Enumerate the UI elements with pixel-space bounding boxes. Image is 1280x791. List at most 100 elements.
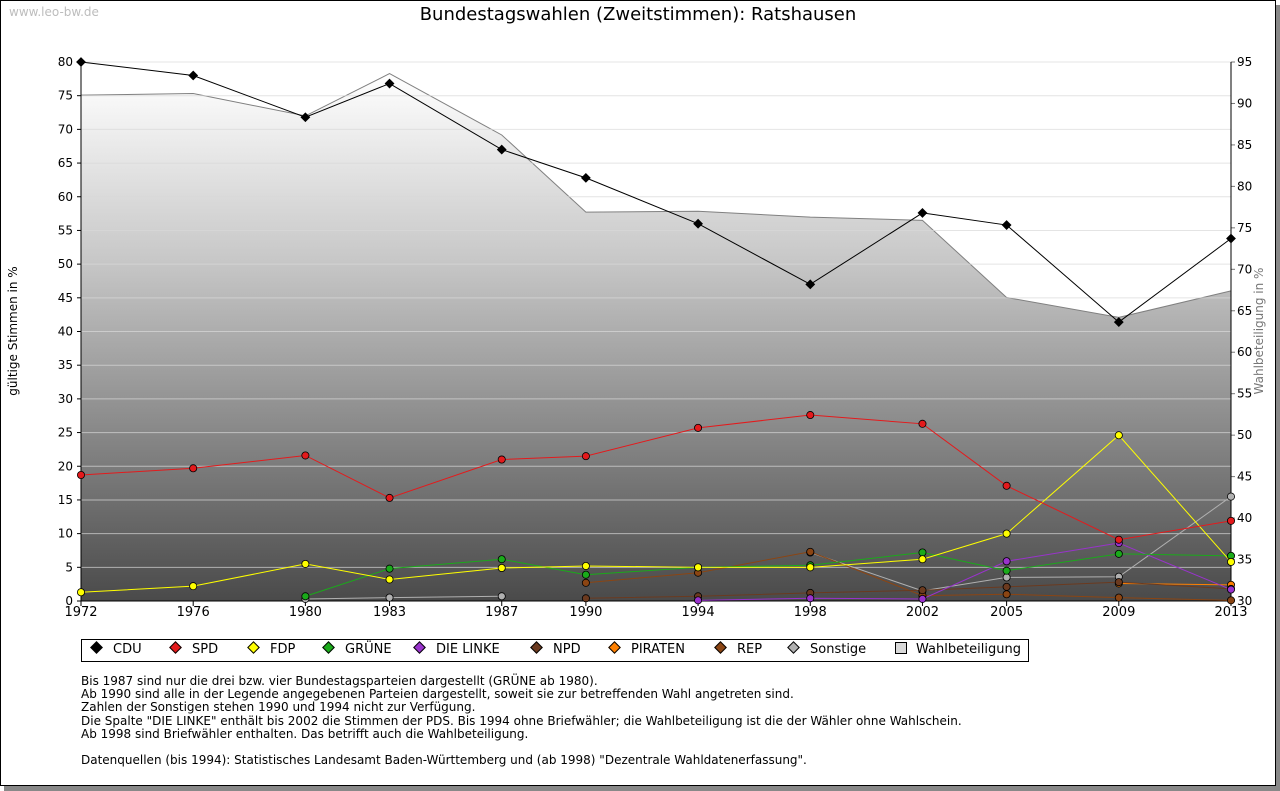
- data-point-rep: [806, 547, 815, 556]
- data-point-cdu: [76, 57, 86, 67]
- y-tick-label: 0: [65, 594, 73, 608]
- data-point-cdu: [384, 78, 395, 89]
- x-tick-label: 1994: [682, 605, 715, 620]
- legend-marker: [787, 641, 800, 654]
- y-tick-label: 45: [58, 291, 73, 305]
- data-point-die-linke: [694, 596, 703, 605]
- x-tick-label: 1990: [569, 605, 602, 620]
- legend-marker: [608, 641, 621, 654]
- y-tick-label: 70: [58, 122, 73, 136]
- data-point-cdu: [1226, 233, 1236, 244]
- y2-tick-label: 50: [1237, 428, 1252, 442]
- legend-marker: [247, 641, 260, 654]
- legend-item-spd: SPD: [169, 641, 219, 657]
- y-tick-label: 60: [58, 190, 73, 204]
- series-line-cdu: [80, 61, 1232, 323]
- y2-tick-label: 75: [1237, 221, 1252, 235]
- data-point-npd: [1002, 582, 1011, 591]
- x-tick-label: 1983: [373, 605, 406, 620]
- legend-marker: [714, 641, 727, 654]
- data-source: Datenquellen (bis 1994): Statistisches L…: [81, 753, 807, 768]
- series-line-gruene: [305, 551, 1232, 597]
- legend-marker: [530, 641, 543, 654]
- legend-label: FDP: [270, 642, 296, 657]
- turnout-area: [81, 73, 1231, 601]
- legend-label: NPD: [553, 642, 581, 657]
- data-point-sonstige: [1002, 573, 1011, 582]
- data-point-fdp: [1114, 431, 1123, 440]
- data-point-rep: [1114, 593, 1123, 602]
- y2-tick-label: 55: [1237, 387, 1252, 401]
- turnout-line: [80, 73, 1232, 318]
- chart-notes: Bis 1987 sind nur die drei bzw. vier Bun…: [81, 674, 962, 768]
- legend-label: SPD: [192, 642, 219, 657]
- data-point-cdu: [580, 172, 591, 183]
- data-point-gruene: [1114, 549, 1123, 558]
- data-point-fdp: [385, 575, 394, 584]
- data-point-fdp: [1002, 529, 1011, 538]
- data-point-spd: [806, 411, 815, 420]
- data-point-cdu: [188, 70, 199, 81]
- x-tick-label: 2005: [990, 605, 1023, 620]
- y-tick-label: 80: [58, 55, 73, 69]
- data-point-fdp: [189, 582, 198, 591]
- data-point-fdp: [497, 563, 506, 572]
- y2-tick-label: 80: [1237, 179, 1252, 193]
- data-point-spd: [694, 423, 703, 432]
- y2-tick-label: 95: [1237, 55, 1252, 69]
- legend-label: Wahlbeteiligung: [916, 642, 1022, 657]
- data-point-cdu: [1001, 220, 1012, 230]
- legend-marker: [413, 641, 426, 654]
- x-tick-label: 1987: [485, 605, 518, 620]
- legend-label: DIE LINKE: [436, 642, 500, 657]
- x-tick-label: 2009: [1102, 605, 1135, 620]
- data-point-npd: [1114, 578, 1123, 587]
- data-point-gruene: [1002, 566, 1011, 575]
- data-point-rep: [1002, 590, 1011, 599]
- legend-item-npd: NPD: [530, 641, 581, 657]
- y2-tick-label: 70: [1237, 262, 1252, 276]
- x-tick-label: 1976: [177, 605, 210, 620]
- data-point-spd: [918, 419, 927, 428]
- data-point-spd: [301, 451, 310, 460]
- legend-marker: [895, 642, 907, 654]
- data-point-die-linke: [918, 594, 927, 603]
- legend-item-rep: REP: [714, 641, 763, 657]
- data-point-spd: [385, 493, 394, 502]
- data-point-spd: [1002, 481, 1011, 490]
- legend-label: REP: [737, 642, 763, 657]
- data-point-die-linke: [1227, 585, 1236, 594]
- data-point-fdp: [806, 563, 815, 572]
- y-tick-label: 5: [65, 560, 73, 574]
- data-point-fdp: [1227, 557, 1236, 566]
- note-line: Zahlen der Sonstigen stehen 1990 und 199…: [81, 700, 476, 715]
- legend-label: Sonstige: [810, 642, 867, 657]
- data-point-fdp: [77, 588, 86, 597]
- legend-marker: [322, 641, 335, 654]
- data-point-sonstige: [1227, 492, 1236, 501]
- data-point-sonstige: [497, 592, 506, 601]
- y-axis-label: gültige Stimmen in %: [6, 266, 20, 395]
- y2-tick-label: 40: [1237, 511, 1252, 525]
- line-chart: 0 5 10 15 20 25 30 35 40 45 50 55 60 65 70 75 80 30 35 40 45…: [6, 55, 1266, 620]
- y-tick-label: 50: [58, 257, 73, 271]
- y2-tick-label: 85: [1237, 138, 1252, 152]
- legend-label: GRÜNE: [345, 642, 392, 657]
- y-tick-label: 35: [58, 358, 73, 372]
- data-point-cdu: [917, 208, 928, 218]
- note-line: Die Spalte "DIE LINKE" enthält bis 2002 …: [81, 713, 962, 728]
- data-point-spd: [1227, 516, 1236, 525]
- y-tick-label: 55: [58, 223, 73, 237]
- data-point-fdp: [301, 559, 310, 568]
- legend-label: PIRATEN: [631, 642, 685, 657]
- y2-tick-label: 45: [1237, 470, 1252, 484]
- data-point-fdp: [918, 555, 927, 564]
- data-point-npd: [918, 586, 927, 595]
- series-line-spd: [80, 414, 1232, 541]
- watermark: www.leo-bw.de: [9, 5, 99, 19]
- y-tick-label: 20: [58, 459, 73, 473]
- data-point-spd: [497, 455, 506, 464]
- legend-item-gruene: GRÜNE: [322, 641, 392, 657]
- y2-tick-label: 90: [1237, 96, 1252, 110]
